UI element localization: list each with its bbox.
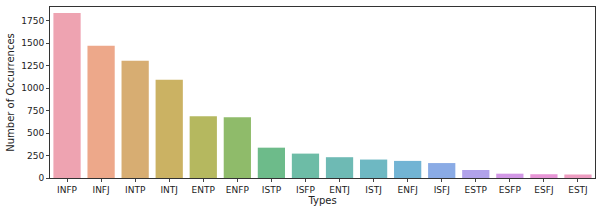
svg-text:1500: 1500 <box>21 38 44 48</box>
svg-text:ESFP: ESFP <box>499 185 522 195</box>
svg-text:ENTJ: ENTJ <box>329 185 350 195</box>
svg-text:1750: 1750 <box>21 16 44 26</box>
svg-text:ISFJ: ISFJ <box>434 185 450 195</box>
svg-text:250: 250 <box>27 151 44 161</box>
svg-text:INTP: INTP <box>125 185 146 195</box>
svg-text:0: 0 <box>38 173 44 183</box>
svg-text:Types: Types <box>307 195 336 206</box>
svg-text:ENTP: ENTP <box>192 185 216 195</box>
svg-text:ISTJ: ISTJ <box>365 185 382 195</box>
svg-text:INTJ: INTJ <box>160 185 178 195</box>
svg-text:ENFJ: ENFJ <box>398 185 418 195</box>
svg-text:INFP: INFP <box>57 185 78 195</box>
svg-text:ENFP: ENFP <box>226 185 250 195</box>
svg-text:ESFJ: ESFJ <box>534 185 553 195</box>
svg-text:ESTP: ESTP <box>465 185 488 195</box>
svg-text:ESTJ: ESTJ <box>568 185 588 195</box>
svg-text:750: 750 <box>27 106 44 116</box>
svg-text:INFJ: INFJ <box>92 185 109 195</box>
svg-text:1000: 1000 <box>21 83 44 93</box>
svg-text:1250: 1250 <box>21 61 44 71</box>
svg-text:ISTP: ISTP <box>262 185 282 195</box>
svg-text:Number of Occurrences: Number of Occurrences <box>5 33 16 152</box>
svg-text:500: 500 <box>27 128 44 138</box>
svg-text:ISFP: ISFP <box>296 185 316 195</box>
